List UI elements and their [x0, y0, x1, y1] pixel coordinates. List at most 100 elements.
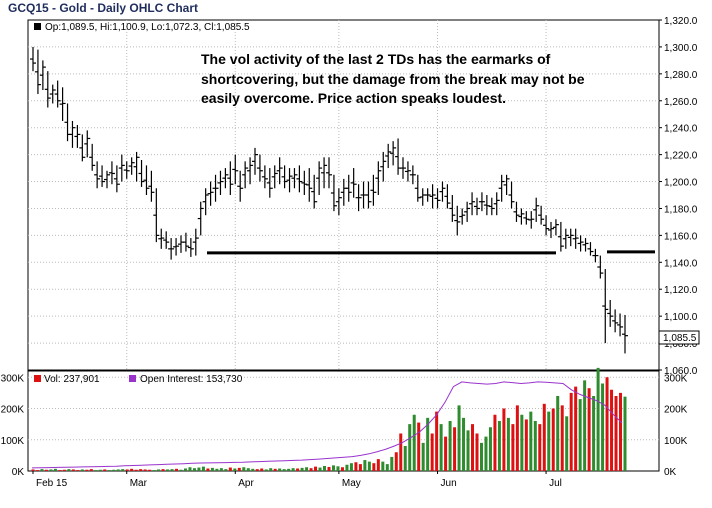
volume-bar	[583, 380, 587, 471]
ohlc-bar	[404, 161, 411, 182]
volume-bar	[619, 392, 623, 471]
volume-bar	[224, 469, 228, 471]
ohlc-bar	[182, 232, 189, 252]
ohlc-bar	[424, 188, 431, 202]
ohlc-bar	[533, 197, 540, 222]
volume-bar	[367, 461, 371, 471]
volume-bar	[488, 427, 492, 471]
volume-bar	[484, 436, 488, 471]
ohlc-bar	[84, 130, 91, 158]
ohlc-bar	[187, 238, 194, 257]
ohlc-bar	[158, 228, 165, 249]
ohlc-bar	[148, 170, 155, 202]
ohlc-bar	[54, 80, 61, 108]
volume-tick-left: 200K	[1, 405, 25, 416]
ohlc-bar	[261, 165, 268, 189]
ohlc-bar	[286, 168, 293, 193]
volume-bar	[376, 459, 380, 471]
price-tick-label: 1,120.0	[664, 285, 698, 296]
ohlc-bar	[227, 161, 234, 195]
volume-bar	[175, 468, 179, 471]
ohlc-bar	[513, 201, 520, 222]
volume-bar	[80, 469, 84, 471]
ohlc-bar	[281, 165, 288, 189]
ohlc-bar	[326, 157, 332, 189]
volume-bar	[260, 468, 264, 471]
volume-bar	[314, 466, 318, 471]
ohlc-bar	[577, 235, 584, 252]
volume-tick-right: 0K	[664, 467, 677, 478]
volume-bar	[112, 469, 116, 471]
price-tick-label: 1,280.0	[664, 70, 698, 81]
ohlc-bar	[444, 184, 451, 209]
ohlc-bar	[597, 255, 604, 279]
volume-bar	[296, 468, 300, 471]
volume-bar	[421, 442, 425, 471]
volume-bar	[542, 403, 546, 471]
volume-tick-left: 300K	[1, 373, 25, 384]
volume-bar	[40, 469, 44, 471]
ohlc-bar	[493, 192, 500, 216]
ohlc-bar	[39, 60, 46, 90]
ohlc-bar	[143, 165, 150, 195]
volume-bar	[578, 399, 582, 471]
price-tick-label: 1,200.0	[664, 178, 698, 189]
volume-bar	[35, 470, 39, 471]
ohlc-bar	[567, 228, 574, 247]
volume-bar	[372, 463, 376, 471]
ohlc-bar	[350, 168, 357, 198]
volume-bar	[278, 468, 282, 471]
volume-tick-right: 300K	[664, 373, 688, 384]
ohlc-bar	[266, 168, 273, 198]
volume-bar	[148, 469, 152, 471]
ohlc-bar	[483, 195, 490, 216]
ohlc-bar	[607, 300, 614, 327]
volume-bar	[76, 470, 80, 471]
ohlc-bar	[49, 84, 56, 104]
volume-bar	[219, 468, 223, 471]
ohlc-bar	[242, 161, 249, 189]
volume-bar	[556, 396, 560, 471]
volume-bar	[412, 414, 416, 471]
ohlc-bar	[390, 141, 397, 166]
ohlc-bar	[44, 71, 51, 108]
price-tick-label: 1,320.0	[664, 16, 698, 27]
ohlc-bar	[138, 160, 145, 187]
volume-bar	[179, 469, 183, 471]
volume-bar	[497, 421, 501, 471]
date-axis-labels: Feb 15 Mar Apr May Jun Jul	[32, 471, 562, 489]
volume-bar	[453, 427, 457, 471]
ohlc-bar	[464, 201, 471, 222]
ohlc-bar	[385, 143, 392, 169]
volume-bar	[161, 469, 165, 471]
volume-bar	[479, 442, 483, 471]
last-price-label: 1,085.5	[663, 333, 697, 344]
ohlc-bar	[503, 174, 510, 195]
volume-bar	[166, 469, 170, 471]
volume-tick-left: 100K	[1, 436, 25, 447]
ohlc-bar	[104, 170, 110, 189]
volume-bar	[89, 469, 93, 471]
volume-bar	[574, 386, 578, 471]
ohlc-bar	[518, 208, 525, 225]
ohlc-bar	[335, 188, 342, 216]
ohlc-bar	[108, 161, 115, 185]
ohlc-bar	[247, 157, 254, 185]
volume-bar	[103, 469, 107, 471]
ohlc-bar	[523, 211, 530, 225]
ohlc-bar	[622, 314, 628, 354]
volume-bar	[273, 468, 277, 471]
volume-tick-right: 100K	[664, 436, 688, 447]
volume-bar	[300, 467, 304, 471]
ohlc-bar	[99, 165, 106, 187]
ohlc-bar	[276, 157, 283, 185]
volume-bar	[183, 468, 187, 471]
volume-bar	[466, 430, 470, 471]
volume-legend: Vol: 237,901	[44, 374, 100, 385]
ohlc-bar	[237, 170, 244, 202]
volume-bar	[58, 470, 62, 471]
ohlc-bar	[548, 221, 554, 239]
volume-bar	[287, 468, 291, 471]
volume-bar	[601, 383, 605, 471]
volume-tick-left: 0K	[12, 467, 25, 478]
